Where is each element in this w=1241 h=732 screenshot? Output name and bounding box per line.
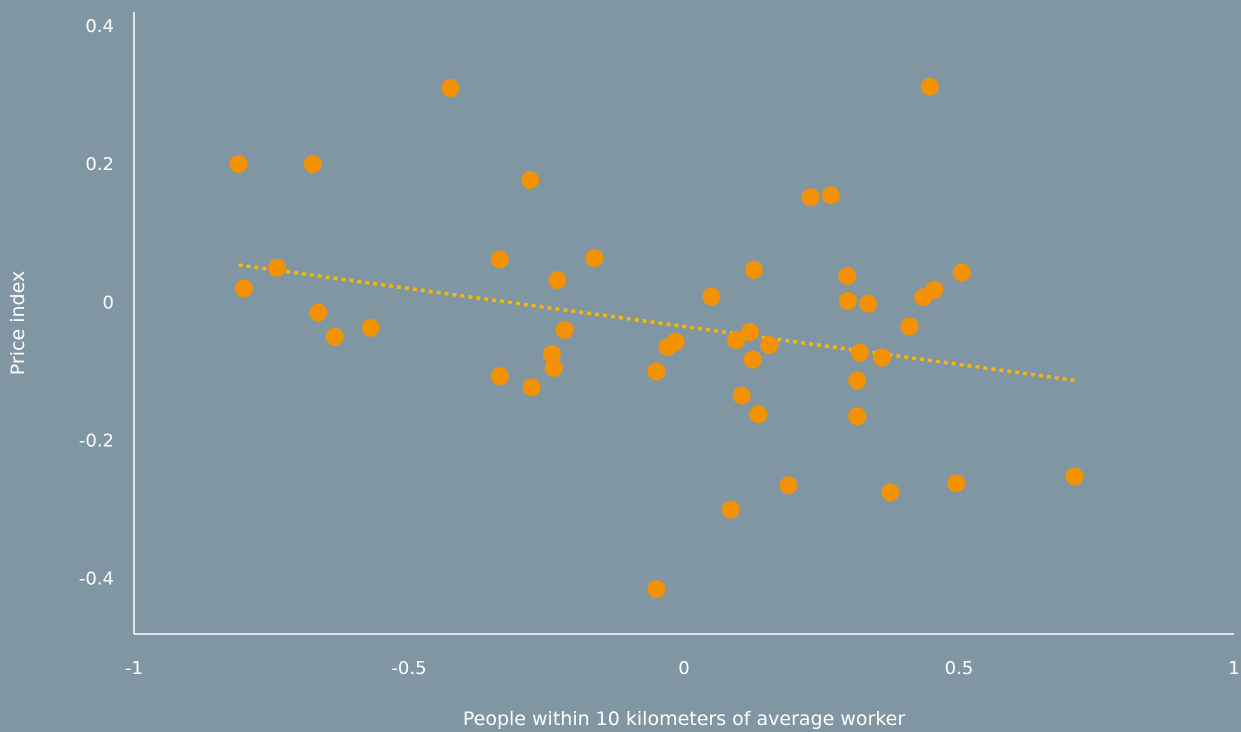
data-point: [851, 343, 869, 362]
data-point: [268, 258, 286, 277]
data-point: [235, 279, 253, 298]
y-tick-labels: 0.4 0.2 0 -0.2 -0.4: [79, 16, 114, 590]
axes: [133, 12, 1234, 635]
x-tick-labels: -1 -0.5 0 0.5 1: [125, 658, 1240, 679]
x-tick-label: 0.5: [945, 658, 974, 679]
data-point: [779, 476, 798, 495]
data-point: [801, 188, 820, 207]
data-point: [548, 271, 567, 290]
data-point: [920, 77, 939, 96]
data-point: [749, 405, 768, 424]
data-point: [900, 317, 919, 336]
data-point: [760, 336, 779, 355]
data-point: [838, 291, 857, 310]
data-point: [555, 320, 574, 339]
data-point: [303, 155, 322, 174]
data-point: [947, 474, 966, 493]
data-point: [309, 303, 328, 322]
y-tick-label: 0: [103, 292, 114, 313]
x-tick-label: -1: [125, 658, 143, 679]
y-axis-title: Price index: [7, 271, 29, 375]
y-tick-label: 0.4: [85, 16, 114, 37]
x-tick-label: 0: [678, 658, 689, 679]
data-point: [1065, 467, 1084, 486]
data-point: [702, 287, 721, 306]
data-point: [848, 407, 867, 426]
data-point: [848, 371, 867, 390]
x-tick-label: 1: [1228, 658, 1239, 679]
data-point: [732, 386, 751, 405]
data-point: [647, 362, 666, 381]
y-tick-label: -0.2: [79, 430, 114, 451]
data-point: [743, 350, 762, 369]
data-point: [647, 580, 666, 599]
data-point: [490, 367, 509, 386]
data-point: [522, 378, 541, 397]
data-point: [325, 327, 344, 346]
x-axis-title: People within 10 kilometers of average w…: [463, 708, 905, 730]
data-points: [229, 77, 1084, 599]
data-point: [229, 155, 248, 174]
y-tick-label: 0.2: [85, 154, 114, 175]
data-point: [544, 358, 563, 377]
data-point: [585, 249, 604, 268]
y-tick-label: -0.4: [79, 569, 114, 590]
data-point: [666, 332, 685, 351]
data-point: [821, 186, 840, 205]
data-point: [952, 263, 971, 282]
data-point: [859, 294, 878, 313]
data-point: [741, 322, 759, 341]
data-point: [490, 250, 509, 269]
data-point: [838, 267, 857, 286]
data-point: [521, 170, 539, 189]
data-point: [361, 318, 380, 337]
data-point: [721, 500, 740, 519]
data-point: [925, 280, 944, 299]
x-tick-label: -0.5: [391, 658, 426, 679]
data-point: [873, 348, 891, 367]
data-point: [744, 260, 763, 279]
data-point: [441, 79, 460, 98]
data-point: [543, 345, 561, 364]
data-point: [881, 483, 900, 502]
data-point: [727, 331, 746, 350]
